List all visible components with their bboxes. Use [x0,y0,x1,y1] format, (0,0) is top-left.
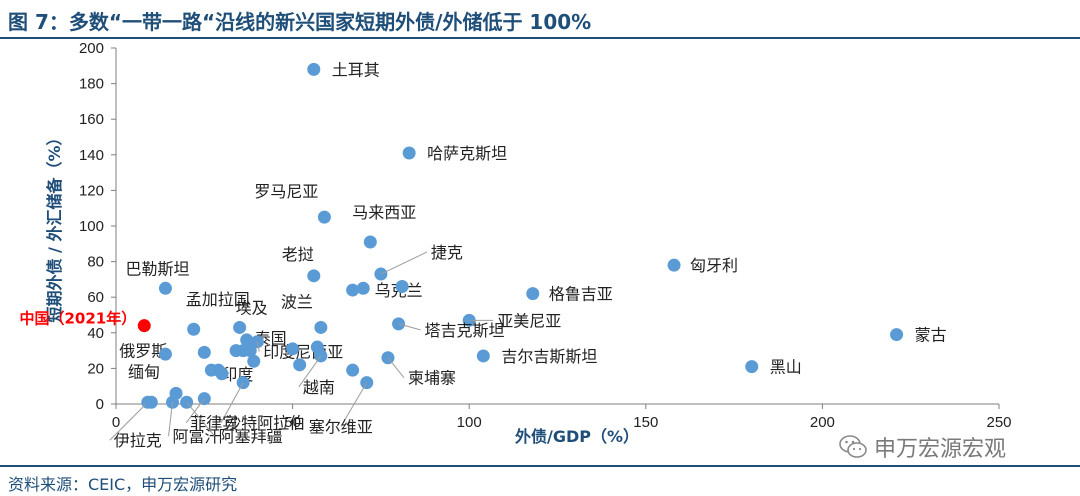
x-tick-label: 150 [633,414,658,431]
data-point [307,269,321,283]
data-label: 柬埔寨 [408,369,456,388]
data-label: 俄罗斯 [119,341,167,360]
x-tick-label: 200 [810,414,835,431]
data-label: 巴勒斯坦 [125,259,189,278]
data-point [356,281,370,295]
data-point [247,354,261,368]
scatter-chart: 0 20 40 60 80 100 120 140 160 180 200 0 50 100 150 200 2… [20,40,1012,450]
data-label: 捷克 [431,243,463,262]
data-label: 孟加拉国 [186,290,250,309]
chart-title: 图 7：多数“一带一路“沿线的新兴国家短期外债/外储低于 100% [8,10,592,34]
y-axis-title: 短期外债 / 外汇储备（%） [45,129,64,322]
leader-line [220,382,244,423]
watermark: 申万宏源宏观 [838,431,1006,463]
title-divider [0,37,1080,39]
data-label: 蒙古 [915,326,947,345]
data-point [346,283,360,297]
data-label: 伊拉克 [114,431,162,450]
data-point [197,345,211,359]
watermark-text: 申万宏源宏观 [874,437,1007,462]
highlight-point [137,319,151,333]
y-tick-label: 80 [87,254,104,271]
data-label: 罗马尼亚 [254,182,318,201]
data-point [395,280,409,294]
y-tick-label: 60 [87,289,104,306]
leader-line [168,402,174,437]
data-label: 印度尼西亚 [263,343,343,362]
data-label: 沙特阿拉伯 [225,414,305,433]
data-point [363,235,377,249]
data-point [307,62,321,76]
data-point [346,363,360,377]
leader-line [185,398,205,423]
y-tick-label: 0 [96,396,104,413]
y-tick-label: 200 [79,40,104,57]
data-label: 土耳其 [332,60,380,79]
data-label: 阿塞拜疆 [219,427,283,446]
data-label: 吉尔吉斯斯坦 [501,347,597,366]
leader-line [109,401,149,441]
data-label: 菲律宾 [190,414,238,433]
data-point [158,347,172,361]
data-point [158,281,172,295]
y-tick-label: 180 [79,76,104,93]
data-point [310,340,324,354]
data-point [667,258,681,272]
highlight-label: 中国（2021年） [20,310,137,328]
data-label: 亚美尼亚 [497,311,561,330]
leader-line [298,355,322,388]
data-point [402,146,416,160]
data-label: 埃及 [236,298,268,317]
source-note: 资料来源：CEIC，申万宏源研究 [8,475,238,494]
leader-line [256,341,260,352]
x-axis-title: 外债/GDP（%） [514,427,639,446]
x-tick-label: 100 [457,414,482,431]
data-point [317,210,331,224]
y-tick-label: 140 [79,147,104,164]
data-point [890,328,904,342]
data-point [314,320,328,334]
data-point [526,287,540,301]
data-label: 缅甸 [128,362,160,381]
data-label: 匈牙利 [690,256,738,275]
wechat-icon [839,435,867,458]
data-point [233,320,247,334]
data-point [240,333,254,347]
data-point [211,363,225,377]
leader-line [398,323,421,331]
data-label: 阿富汗 [173,427,221,446]
data-point [187,322,201,336]
data-label: 越南 [303,378,335,397]
data-point [476,349,490,363]
leader-line [340,382,368,427]
data-label: 马来西亚 [352,203,416,222]
data-point [236,344,250,358]
y-tick-label: 120 [79,182,104,199]
leader-line [387,357,405,379]
data-point [293,358,307,372]
data-label: 格鲁吉亚 [549,285,613,304]
leader-line [380,251,428,275]
y-tick-label: 100 [79,218,104,235]
x-tick-label: 0 [112,414,120,431]
x-tick-label: 50 [284,414,301,431]
footer-divider [0,465,1080,467]
x-tick-label: 250 [986,414,1011,431]
data-label: 塔吉克斯坦 [425,321,505,340]
data-label: 塞尔维亚 [309,418,373,437]
data-label: 哈萨克斯坦 [427,144,507,163]
leader-line [186,401,216,437]
data-point [286,342,300,356]
data-label: 老挝 [282,245,314,264]
data-label: 黑山 [770,358,802,377]
y-tick-label: 40 [87,325,104,342]
data-label: 波兰 [281,292,313,311]
data-point [144,395,158,409]
y-tick-label: 20 [87,360,104,377]
data-point [745,360,759,374]
y-tick-label: 160 [79,111,104,128]
